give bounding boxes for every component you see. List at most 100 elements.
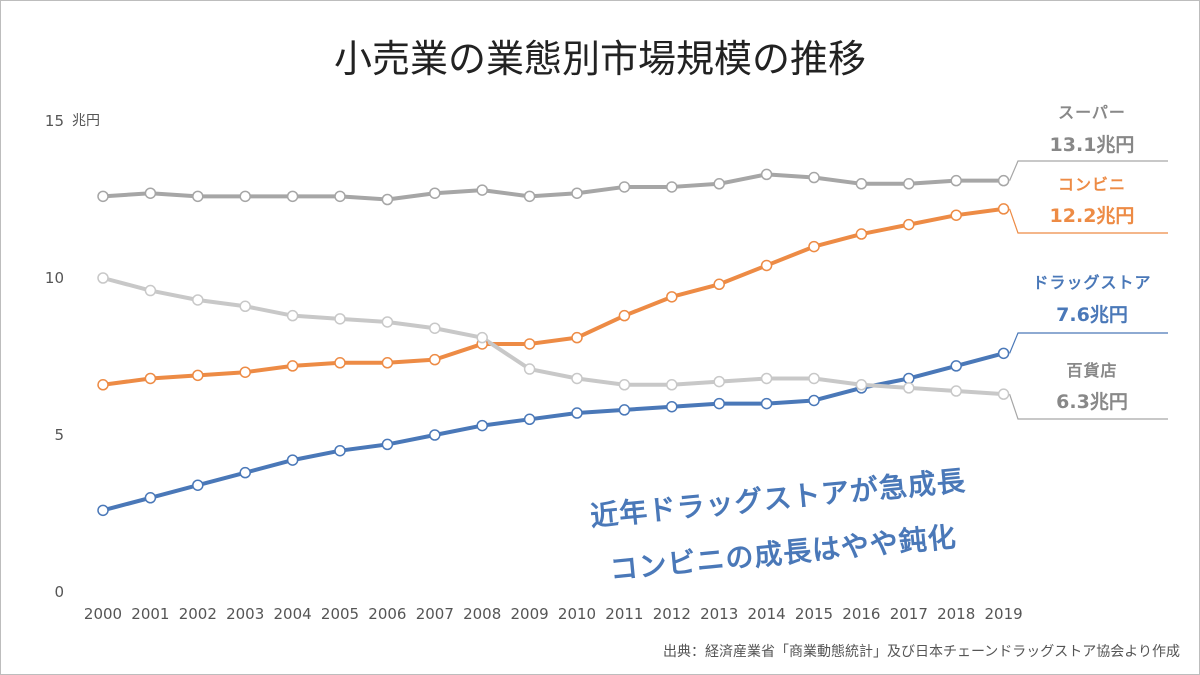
- data-point: [192, 294, 204, 306]
- series-line: [101, 172, 1006, 202]
- series-line: [101, 276, 1006, 397]
- series-name-label: スーパー: [1058, 103, 1126, 122]
- x-tick-label: 2019: [985, 605, 1023, 623]
- data-point: [950, 360, 962, 372]
- series-name-label: ドラッグストア: [1032, 273, 1151, 292]
- data-point: [760, 168, 773, 181]
- data-point: [97, 272, 109, 284]
- data-point: [903, 372, 915, 385]
- data-point: [713, 397, 725, 410]
- data-point: [286, 454, 299, 466]
- data-point: [239, 366, 251, 378]
- data-point: [618, 404, 631, 416]
- data-point: [97, 190, 109, 203]
- series-end-value-label: 7.6兆円: [1056, 304, 1128, 326]
- data-point: [760, 372, 773, 385]
- data-point: [523, 413, 536, 426]
- data-point: [760, 259, 773, 272]
- end-label-leader-line: [1009, 332, 1168, 354]
- x-tick-label: 2001: [131, 605, 169, 623]
- x-tick-label: 2009: [511, 605, 549, 623]
- data-point: [97, 379, 109, 391]
- data-point: [239, 190, 251, 203]
- end-label-leader-line: [1009, 393, 1168, 420]
- data-point: [239, 300, 251, 313]
- x-tick-label: 2008: [463, 605, 501, 623]
- series-line: [101, 351, 1006, 513]
- data-point: [618, 181, 631, 193]
- x-tick-label: 2006: [368, 605, 406, 623]
- data-point: [429, 322, 441, 334]
- data-point: [476, 331, 488, 344]
- data-point: [286, 360, 299, 372]
- data-point: [523, 190, 536, 203]
- data-point: [855, 228, 868, 240]
- data-point: [381, 316, 394, 328]
- series-name-label: 百貨店: [1066, 361, 1117, 380]
- data-point: [334, 444, 346, 457]
- source-note: 出典：経済産業省「商業動態統計」及び日本チェーンドラッグストア協会より作成: [663, 644, 1180, 660]
- data-point: [286, 309, 299, 322]
- x-tick-label: 2005: [321, 605, 359, 623]
- y-tick-label: 5: [54, 426, 64, 444]
- data-point: [997, 347, 1010, 360]
- x-tick-label: 2000: [84, 605, 122, 623]
- end-label-leader-line: [1009, 160, 1168, 181]
- data-point: [144, 284, 157, 297]
- x-tick-label: 2016: [842, 605, 880, 623]
- data-point: [192, 190, 204, 203]
- data-point: [808, 394, 820, 407]
- data-point: [334, 357, 346, 369]
- x-tick-label: 2002: [179, 605, 217, 623]
- data-point: [286, 190, 299, 203]
- data-point: [334, 190, 346, 203]
- data-point: [713, 278, 725, 291]
- data-point: [523, 338, 536, 350]
- end-label-leader-line: [1009, 208, 1168, 234]
- data-point: [903, 178, 915, 190]
- series-end-value-label: 6.3兆円: [1056, 391, 1128, 413]
- x-tick-label: 2017: [890, 605, 928, 623]
- y-axis-unit: 兆円: [72, 113, 100, 129]
- y-tick-label: 10: [45, 269, 64, 287]
- x-tick-label: 2003: [226, 605, 264, 623]
- y-tick-label: 15: [45, 112, 64, 130]
- x-tick-label: 2004: [274, 605, 312, 623]
- data-point: [666, 379, 678, 391]
- y-tick-label: 0: [54, 583, 64, 601]
- data-point: [523, 363, 536, 375]
- data-point: [808, 171, 820, 184]
- data-point: [239, 466, 251, 479]
- data-point: [808, 240, 820, 253]
- data-point: [760, 397, 773, 410]
- data-point: [666, 291, 678, 303]
- data-point: [381, 438, 394, 451]
- data-point: [571, 407, 583, 419]
- data-point: [571, 372, 583, 385]
- data-point: [334, 313, 346, 325]
- data-point: [618, 309, 631, 322]
- x-tick-label: 2015: [795, 605, 833, 623]
- chart-title: 小売業の業態別市場規模の推移: [334, 37, 866, 81]
- annotation-drugstore-growth: 近年ドラッグストアが急成長: [589, 464, 967, 533]
- data-point: [855, 178, 868, 190]
- series-name-label: コンビニ: [1058, 175, 1126, 194]
- data-point: [618, 379, 631, 391]
- x-tick-label: 2014: [748, 605, 786, 623]
- x-tick-label: 2013: [700, 605, 738, 623]
- data-point: [571, 331, 583, 344]
- data-point: [97, 504, 109, 517]
- data-point: [666, 181, 678, 193]
- data-point: [476, 419, 488, 432]
- data-point: [713, 375, 725, 388]
- data-point: [808, 372, 820, 385]
- data-point: [950, 174, 962, 187]
- data-point: [666, 400, 678, 413]
- data-point: [903, 218, 915, 231]
- data-point: [192, 479, 204, 491]
- data-point: [571, 187, 583, 199]
- data-point: [429, 429, 441, 441]
- data-point: [381, 357, 394, 369]
- data-point: [855, 379, 868, 391]
